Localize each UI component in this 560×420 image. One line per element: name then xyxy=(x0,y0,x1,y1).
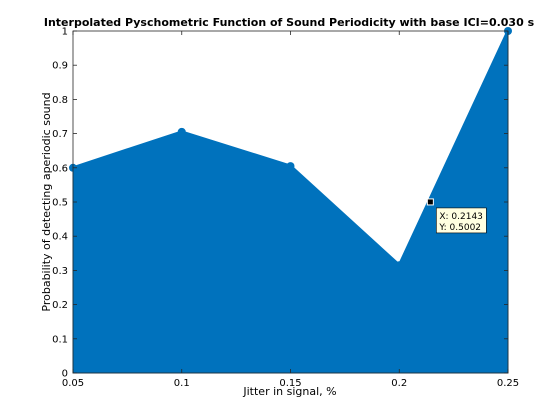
datatip-x-text: X: 0.2143 xyxy=(439,212,483,222)
data-point[interactable] xyxy=(395,261,404,270)
y-tick-label: 0.6 xyxy=(52,163,68,174)
x-tick-label: 0.25 xyxy=(497,378,519,389)
data-point[interactable] xyxy=(286,162,295,171)
datatip-y-text: Y: 0.5002 xyxy=(438,223,481,233)
y-tick-label: 0.9 xyxy=(52,61,68,72)
datatip-marker[interactable] xyxy=(426,198,434,206)
data-point[interactable] xyxy=(177,127,186,136)
datatip-box xyxy=(436,207,487,234)
y-tick-label: 0.7 xyxy=(52,129,68,140)
x-axis-label: Jitter in signal, % xyxy=(242,385,336,398)
plot-area[interactable]: 0.05 0.1 0.15 0.2 0.25 0 0.1 0.2 0.3 0.4 0.5 0.6 0.7… xyxy=(52,27,519,390)
x-tick-label: 0.05 xyxy=(62,378,84,389)
y-tick-label: 0 xyxy=(62,369,68,380)
y-tick-label: 0.2 xyxy=(52,300,68,311)
x-tick-label: 0.1 xyxy=(174,378,190,389)
y-tick-label: 0.8 xyxy=(52,95,68,106)
x-tick-label: 0.2 xyxy=(391,378,407,389)
y-tick-label: 1 xyxy=(62,27,68,38)
y-tick-label: 0.3 xyxy=(52,266,68,277)
y-axis-label: Probability of detecting aperiodic sound xyxy=(40,92,53,311)
chart-title: Interpolated Pyschometric Function of So… xyxy=(44,16,535,29)
y-tick-label: 0.5 xyxy=(52,198,68,209)
x-tick-label: 0.15 xyxy=(279,378,301,389)
y-tick-label: 0.4 xyxy=(52,232,68,243)
y-tick-label: 0.1 xyxy=(52,334,68,345)
